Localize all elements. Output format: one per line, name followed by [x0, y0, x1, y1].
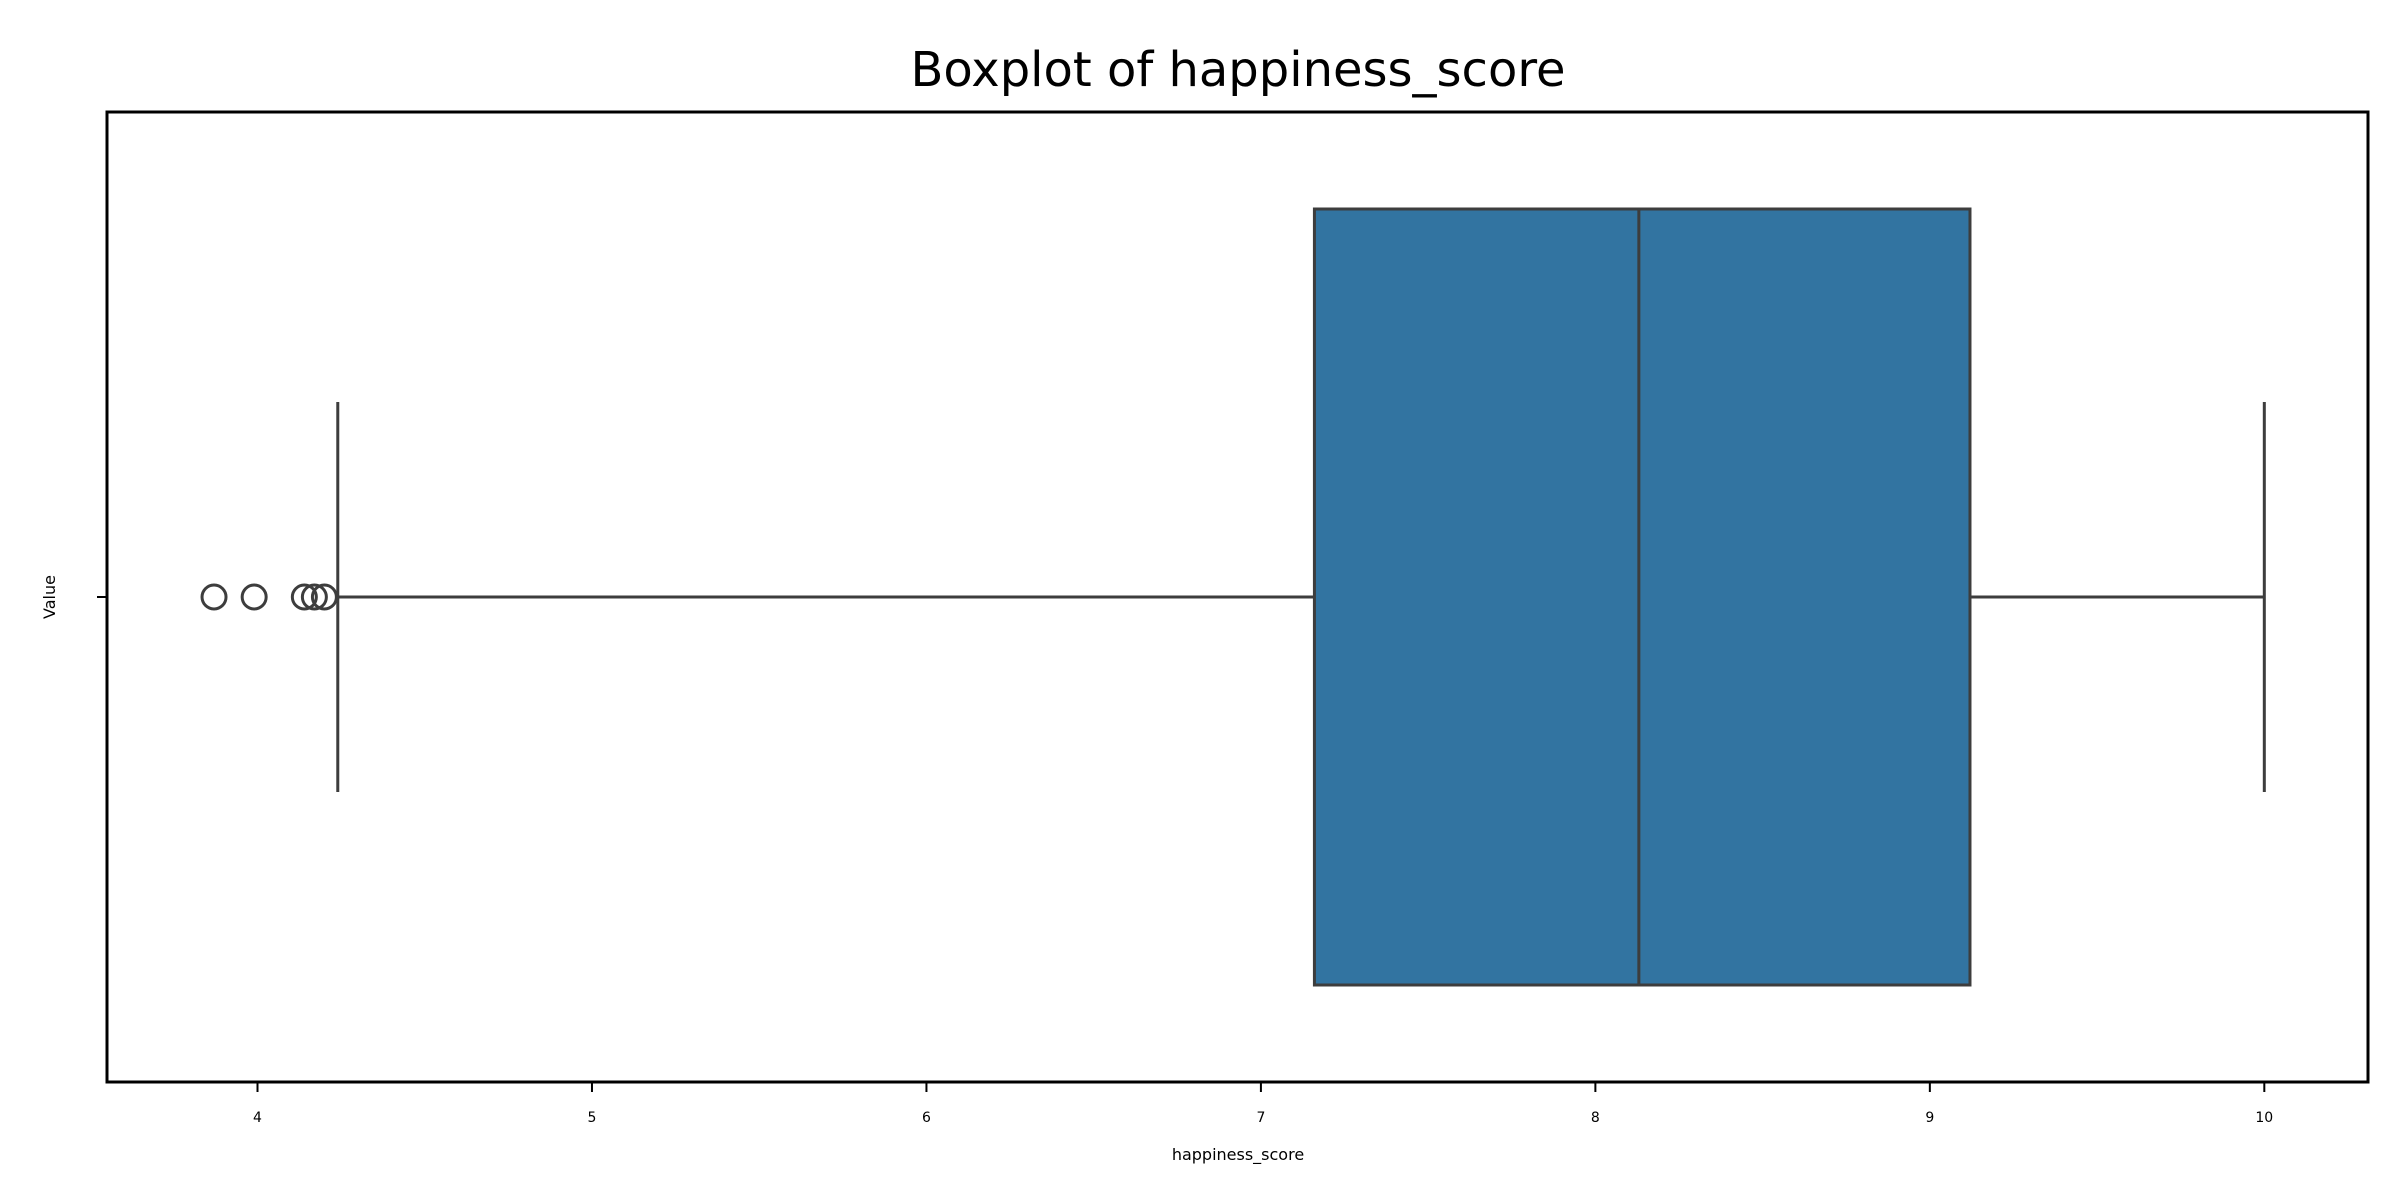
chart-title: Boxplot of happiness_score [910, 42, 1565, 98]
outlier-point [300, 583, 328, 611]
iqr-box [1312, 207, 1972, 987]
x-tick-label: 8 [1591, 1110, 1600, 1126]
x-tick-label: 4 [253, 1110, 262, 1126]
y-axis-label: Value [40, 575, 59, 619]
axis-layer: 4 5 6 7 8 9 10 [97, 596, 2273, 1126]
x-tick-label: 9 [1925, 1110, 1934, 1126]
x-tick-label: 6 [922, 1110, 931, 1126]
x-tick-label: 7 [1256, 1110, 1265, 1126]
outlier-point [200, 583, 228, 611]
plot-layer [200, 207, 2266, 987]
outlier-point [240, 583, 268, 611]
x-tick-label: 10 [2255, 1110, 2273, 1126]
x-axis-label: happiness_score [1172, 1145, 1304, 1165]
outlier-point [310, 583, 338, 611]
x-tick-label: 5 [588, 1110, 597, 1126]
outlier-point [290, 583, 318, 611]
